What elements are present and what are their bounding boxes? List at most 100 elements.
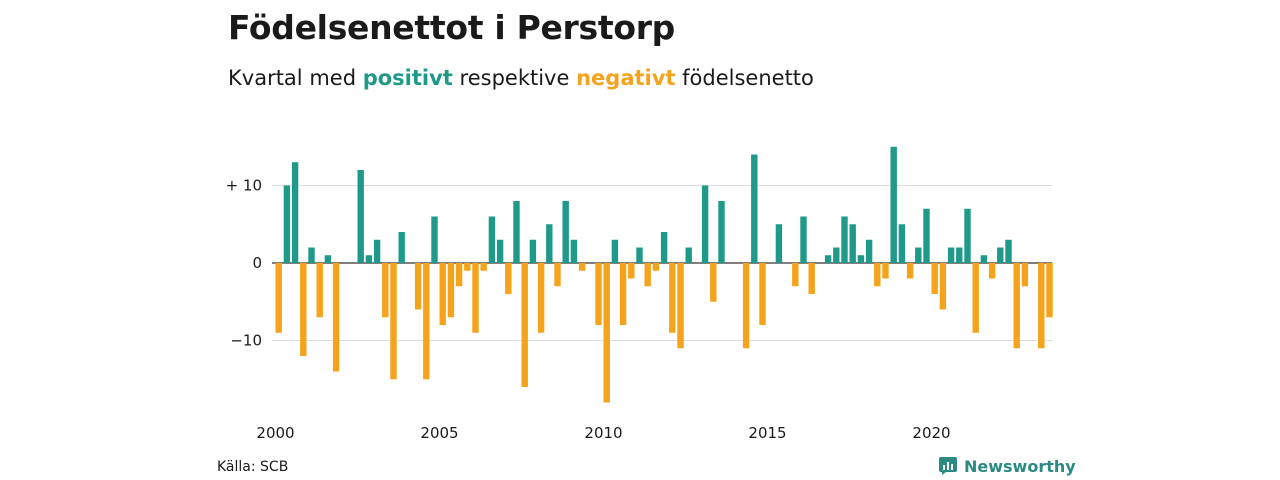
bar-positive [915,247,922,263]
bar-negative [1013,263,1020,349]
bar-negative [939,263,947,310]
bar-layer [275,146,1053,403]
x-tick-label: 2005 [420,424,458,442]
bar-positive [291,162,299,263]
bar-positive [980,255,988,263]
bar-positive [308,247,315,263]
bar-positive [956,247,963,263]
subtitle-positive: positivt [362,66,453,90]
bar-negative [521,263,528,387]
bar-positive [775,224,783,263]
brand-name: Newsworthy [964,456,1076,476]
bar-positive [857,255,865,263]
bar-positive [865,239,873,263]
bar-positive [283,185,291,263]
bar-negative [619,263,627,325]
bar-negative [275,263,282,333]
bar-negative [537,263,545,333]
bar-positive [660,232,668,263]
bar-negative [669,263,676,333]
bar-negative [972,263,979,333]
bar-negative [742,263,750,349]
bar-negative [423,263,430,380]
bar-negative [603,263,610,403]
bar-positive [898,224,906,263]
bar-positive [800,216,807,263]
bar-negative [316,263,323,318]
x-tick-label: 2010 [584,424,622,442]
bar-negative [505,263,512,294]
bar-positive [997,247,1004,263]
bar-positive [398,232,405,263]
bar-negative [1038,263,1045,349]
bar-negative [882,263,889,279]
brand: Newsworthy [938,456,1076,476]
bar-positive [496,239,504,263]
chart-title: Födelsenettot i Perstorp [228,8,676,47]
bar-negative [652,263,660,271]
bar-positive [685,247,692,263]
bar-negative [578,263,586,271]
bar-negative [382,263,389,318]
bar-positive [841,216,848,263]
bar-positive [357,170,364,263]
bar-negative [300,263,307,356]
bar-positive [513,201,520,263]
bar-negative [988,263,996,279]
bar-positive [373,239,381,263]
bar-negative [874,263,881,287]
bar-negative [759,263,766,325]
bar-positive [570,239,578,263]
bar-negative [595,263,602,325]
bar-negative [792,263,799,287]
bar-positive [365,255,373,263]
bar-positive [751,154,758,263]
y-tick-label: 0 [252,254,262,272]
x-tick-label: 2020 [912,424,950,442]
bar-negative [332,263,340,372]
bar-positive [718,201,725,263]
bar-negative [480,263,487,271]
bar-negative [710,263,717,302]
bar-positive [833,247,840,263]
bar-negative [1021,263,1029,287]
bar-negative [472,263,479,333]
bar-positive [562,201,569,263]
bar-positive [890,146,897,263]
axis-layer: + 10 0 −10 2000 2005 2010 2015 2020 [226,177,951,443]
bar-positive [1005,239,1012,263]
bar-negative [414,263,422,310]
bar-negative [390,263,397,380]
bar-negative [644,263,651,287]
bar-positive [849,224,856,263]
bar-negative [464,263,471,271]
bar-positive [611,239,619,263]
bar-positive [923,208,930,263]
x-tick-label: 2015 [748,424,786,442]
bar-negative [677,263,684,349]
bar-negative [931,263,938,294]
chart-subtitle: Kvartal med positivt respektive negativt… [228,66,814,90]
bar-negative [439,263,446,325]
subtitle-negative: negativt [576,66,676,90]
bar-negative [1046,263,1053,318]
bar-negative [906,263,914,279]
bar-positive [947,247,955,263]
birth-net-chart: + 10 0 −10 2000 2005 2010 2015 2020 [226,146,1053,443]
bar-positive [529,239,537,263]
source-note: Källa: SCB [217,459,289,475]
bar-positive [324,255,332,263]
subtitle-suffix: födelsenetto [682,66,814,90]
newsworthy-logo-icon [939,457,957,475]
bar-positive [636,247,643,263]
y-tick-label: + 10 [226,177,262,195]
bar-positive [964,208,971,263]
bar-positive [824,255,832,263]
x-tick-label: 2000 [256,424,294,442]
bar-negative [808,263,815,294]
y-tick-label: −10 [230,332,262,350]
subtitle-middle: respektive [459,66,570,90]
bar-positive [546,224,553,263]
bar-positive [431,216,438,263]
bar-positive [701,185,709,263]
